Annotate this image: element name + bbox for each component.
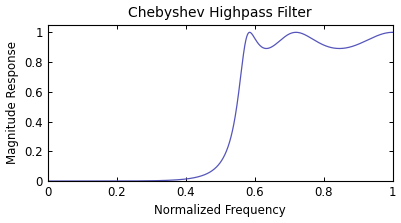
X-axis label: Normalized Frequency: Normalized Frequency xyxy=(154,204,285,217)
Title: Chebyshev Highpass Filter: Chebyshev Highpass Filter xyxy=(128,6,311,20)
Y-axis label: Magnitude Response: Magnitude Response xyxy=(6,41,18,164)
